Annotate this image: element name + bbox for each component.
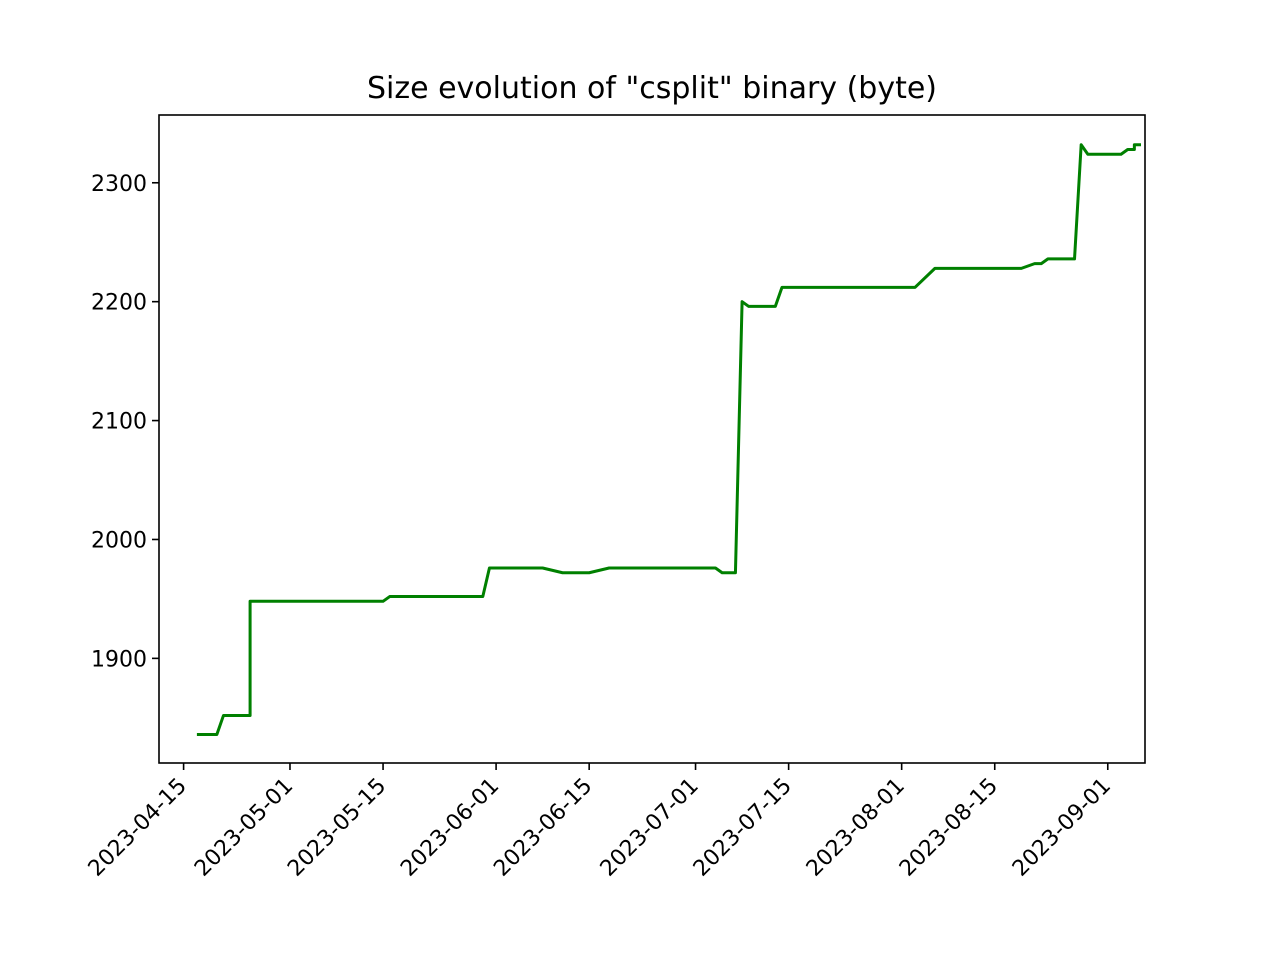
- y-tick-label-2200: 2200: [91, 291, 147, 316]
- y-tick-label-2000: 2000: [91, 528, 147, 553]
- x-tick-label-2023-07-15: 2023-07-15: [689, 774, 797, 882]
- series-line-0: [196, 143, 1142, 736]
- x-tick-label-2023-06-15: 2023-06-15: [489, 774, 597, 882]
- y-tick-label-2300: 2300: [91, 172, 147, 197]
- x-tick-label-2023-08-01: 2023-08-01: [802, 774, 910, 882]
- plot-area: [158, 114, 1146, 764]
- x-tick-label-2023-04-15: 2023-04-15: [84, 774, 192, 882]
- x-tick-label-2023-08-15: 2023-08-15: [895, 774, 1003, 882]
- x-tick-label-2023-06-01: 2023-06-01: [396, 774, 504, 882]
- y-tick-label-1900: 1900: [91, 647, 147, 672]
- x-tick-label-2023-05-01: 2023-05-01: [190, 774, 298, 882]
- x-tick-label-2023-07-01: 2023-07-01: [596, 774, 704, 882]
- x-tick-label-2023-09-01: 2023-09-01: [1008, 774, 1116, 882]
- y-axis: 1900 2000 2100 2200 2300: [91, 172, 159, 672]
- series-layer: [196, 143, 1142, 736]
- y-tick-label-2100: 2100: [91, 410, 147, 435]
- chart-title: Size evolution of "csplit" binary (byte): [367, 71, 937, 106]
- x-tick-label-2023-05-15: 2023-05-15: [283, 774, 391, 882]
